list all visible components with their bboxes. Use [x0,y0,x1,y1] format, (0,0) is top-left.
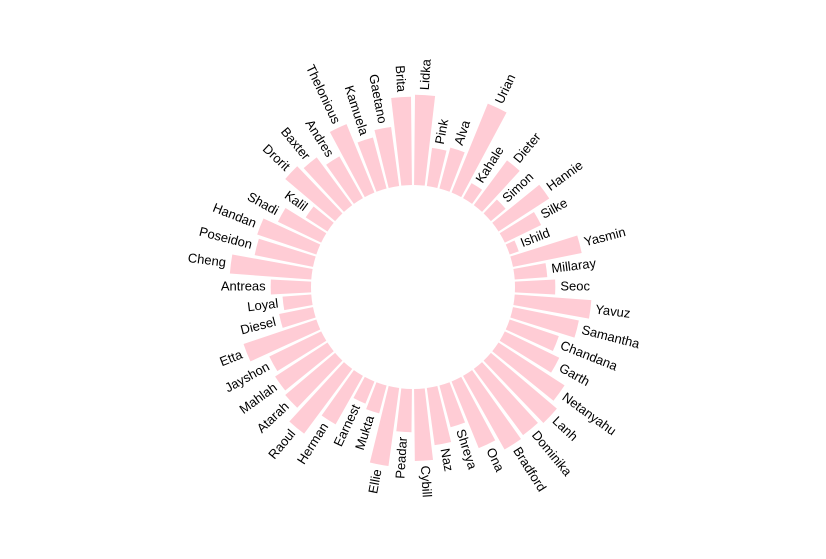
bar-diesel [279,307,316,328]
bar-netanyahu [492,342,565,401]
bar-label-lidka: Lidka [417,58,434,91]
bar-dieter [473,160,520,212]
bar-thelonious [329,124,375,198]
bar-yavuz [513,294,592,319]
bar-label-dieter: Dieter [510,129,544,166]
bar-label-naz: Naz [438,447,457,473]
bar-antreas [270,279,312,295]
bar-label-brita: Brita [393,65,410,93]
bars-layer [229,94,592,467]
bar-label-pink: Pink [432,117,452,145]
bar-loyal [282,294,313,311]
bar-chandana [505,319,559,352]
bar-shreya [439,382,466,428]
bar-pink [426,147,447,188]
bar-cheng [229,254,313,280]
bar-naz [426,386,452,446]
bar-label-yasmin: Yasmin [582,224,627,249]
bar-ona [451,376,496,449]
bar-gaetano [374,126,400,188]
bar-etta [243,319,321,362]
bar-silke [499,212,542,243]
bar-garth [499,331,560,373]
bar-label-antreas: Antreas [221,278,266,293]
bar-bradford [463,370,522,450]
bar-label-etta: Etta [217,346,245,369]
bar-raoul [289,362,353,434]
bar-label-diesel: Diesel [239,314,278,338]
bar-kalil [305,206,334,232]
bar-millaray [513,263,548,280]
bar-brita [391,96,412,186]
bar-cybill [414,388,433,461]
bar-andres [326,156,363,204]
bar-alva [439,147,465,192]
bar-label-gaetano: Gaetano [366,73,390,125]
bar-simon [483,199,506,222]
bar-label-cybill: Cybill [418,465,435,498]
bar-earnest [353,376,375,404]
bar-label-hannie: Hannie [543,157,585,193]
bar-peadar [396,388,412,433]
bar-ishild [505,240,519,255]
bar-seoc [514,279,556,295]
bar-herman [321,370,363,425]
bar-lanh [483,352,557,423]
bar-label-yavuz: Yavuz [595,302,632,321]
bar-dominika [473,362,538,436]
bar-label-seoc: Seoc [560,278,590,293]
bar-label-raoul: Raoul [265,426,298,462]
bar-urian [451,103,507,198]
bar-kamuela [357,137,387,192]
bar-kahale [463,183,483,204]
bar-samantha [510,307,579,338]
bar-label-millaray: Millaray [550,255,597,276]
bar-label-cheng: Cheng [187,250,227,270]
bar-yasmin [510,235,582,267]
bar-atarah [285,352,343,408]
bar-hannie [492,184,550,232]
bar-label-urian: Urian [492,72,519,107]
bar-label-alva: Alva [451,118,473,147]
bar-shadi [277,207,327,243]
bar-baxter [303,157,353,212]
bar-mukta [366,382,387,414]
bar-label-ona: Ona [483,445,507,474]
bar-label-peadar: Peadar [392,436,410,479]
bar-label-ellie: Ellie [365,468,384,495]
bar-label-loyal: Loyal [246,296,279,315]
bar-label-poseidon: Poseidon [198,224,254,252]
bar-lidka [414,94,436,186]
bar-label-thelonious: Thelonious [303,62,344,126]
bar-mahlah [275,342,334,391]
bar-ellie [369,386,400,467]
bar-poseidon [254,238,316,267]
bar-jayshon [269,331,327,372]
bar-handan [257,218,321,255]
bar-drorit [285,166,343,222]
bar-label-lanh: Lanh [550,413,581,444]
